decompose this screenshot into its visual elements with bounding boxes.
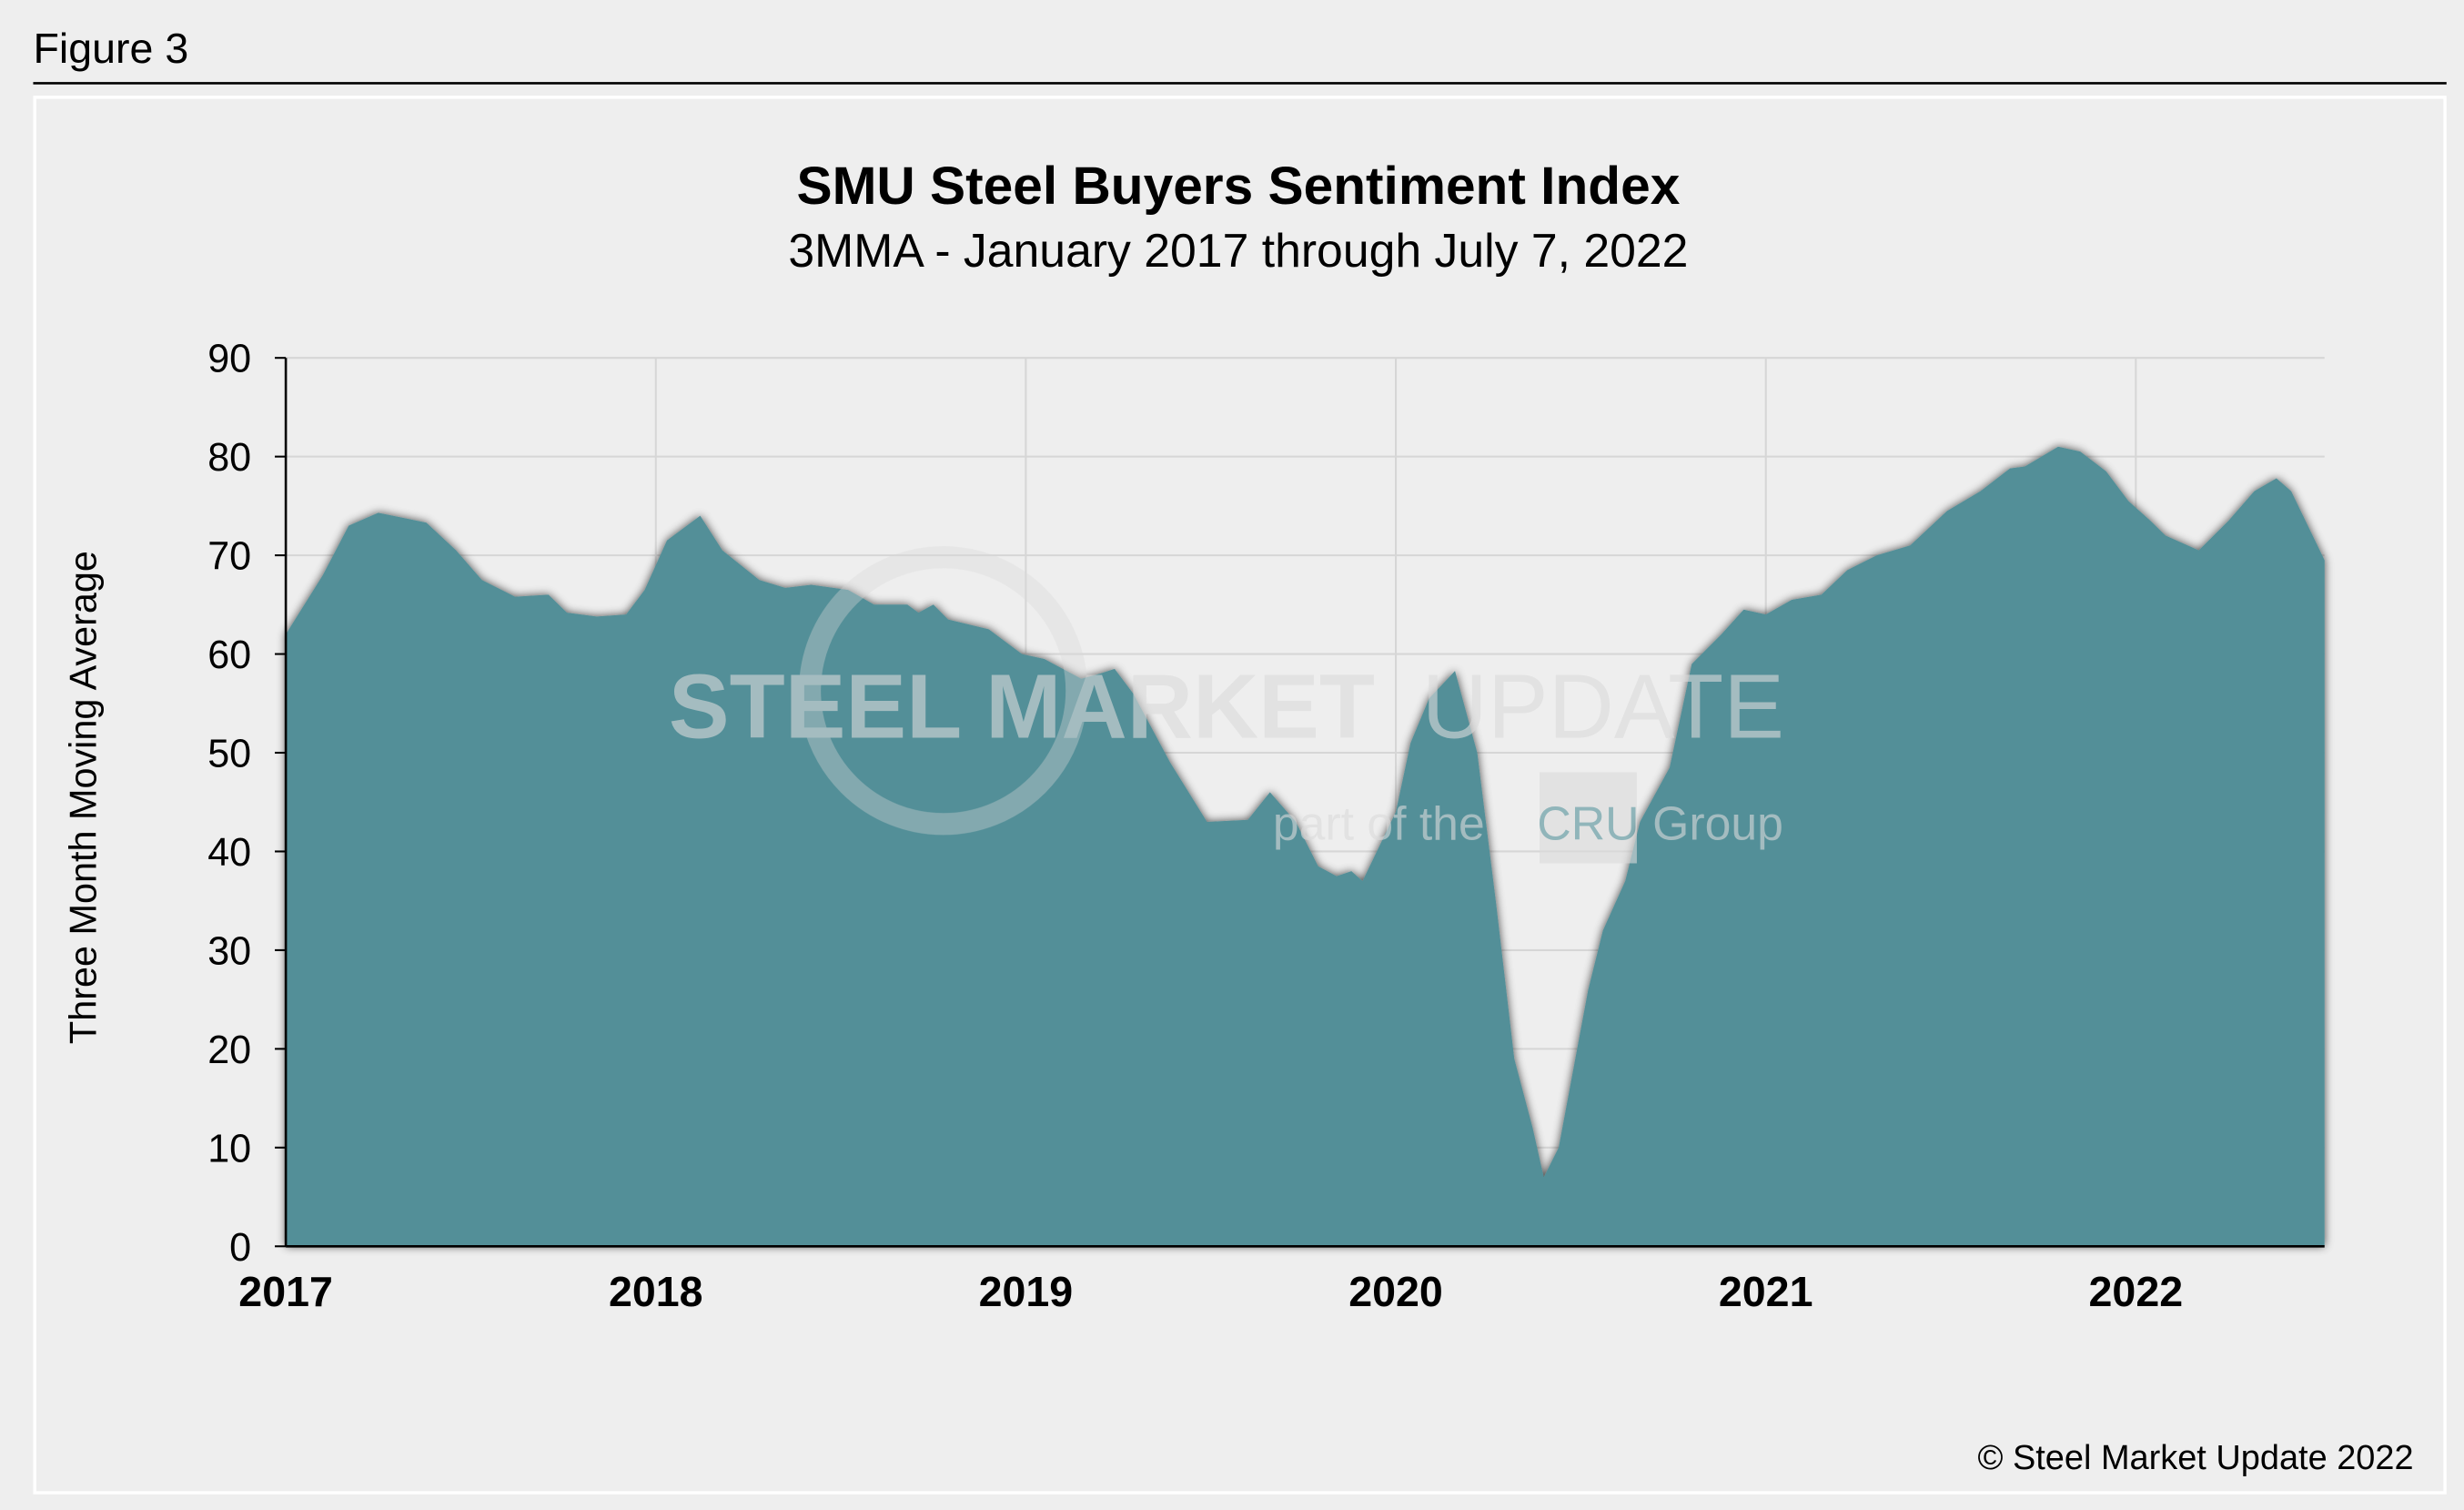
sentiment-area bbox=[286, 446, 2325, 1247]
y-tick-label: 80 bbox=[207, 436, 251, 480]
y-tick-label: 40 bbox=[207, 831, 251, 875]
x-tick-label: 2021 bbox=[1719, 1268, 1813, 1315]
x-axis-ticks: 2017 2018 2019 2020 2021 2022 bbox=[238, 1268, 2183, 1315]
y-axis-ticks: 0 10 20 30 40 50 60 70 80 90 bbox=[207, 338, 287, 1270]
watermark-text: Group bbox=[1652, 797, 1783, 850]
y-tick-label: 60 bbox=[207, 633, 251, 677]
watermark-logo: STEEL MARKET UPDATE part of the CRU Grou… bbox=[669, 546, 1784, 864]
x-tick-label: 2020 bbox=[1348, 1268, 1443, 1315]
chart-subtitle: 3MMA - January 2017 through July 7, 2022 bbox=[788, 224, 1688, 277]
y-tick-label: 20 bbox=[207, 1029, 251, 1072]
x-tick-label: 2018 bbox=[609, 1268, 703, 1315]
watermark-text: part of the bbox=[1273, 797, 1485, 850]
y-tick-label: 70 bbox=[207, 535, 251, 579]
watermark-badge bbox=[1540, 772, 1637, 864]
y-axis-label: Three Month Moving Average bbox=[62, 551, 104, 1044]
x-tick-label: 2017 bbox=[238, 1268, 333, 1315]
chart-title: SMU Steel Buyers Sentiment Index bbox=[796, 157, 1680, 216]
y-tick-label: 90 bbox=[207, 338, 251, 381]
y-tick-label: 30 bbox=[207, 929, 251, 973]
watermark-text: STEEL MARKET bbox=[669, 656, 1375, 758]
copyright: © Steel Market Update 2022 bbox=[1978, 1439, 2414, 1477]
y-tick-label: 10 bbox=[207, 1127, 251, 1171]
y-tick-label: 0 bbox=[229, 1226, 251, 1270]
x-tick-label: 2022 bbox=[2089, 1268, 2184, 1315]
y-tick-label: 50 bbox=[207, 733, 251, 776]
x-tick-label: 2019 bbox=[979, 1268, 1074, 1315]
watermark-badge-text: CRU bbox=[1537, 797, 1639, 850]
watermark-text: UPDATE bbox=[1422, 656, 1784, 758]
axes bbox=[284, 358, 2325, 1248]
figure-label: Figure 3 bbox=[33, 25, 188, 72]
